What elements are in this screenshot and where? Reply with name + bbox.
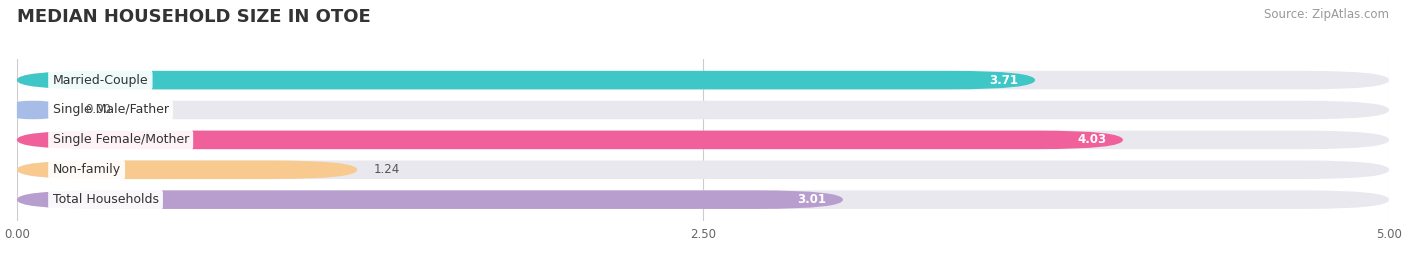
FancyBboxPatch shape [17, 161, 357, 179]
Text: 3.01: 3.01 [797, 193, 827, 206]
Text: Single Female/Mother: Single Female/Mother [52, 133, 188, 146]
FancyBboxPatch shape [17, 101, 49, 119]
Text: MEDIAN HOUSEHOLD SIZE IN OTOE: MEDIAN HOUSEHOLD SIZE IN OTOE [17, 8, 371, 26]
FancyBboxPatch shape [17, 71, 1389, 89]
Text: Non-family: Non-family [52, 163, 121, 176]
Text: 1.24: 1.24 [374, 163, 399, 176]
Text: Single Male/Father: Single Male/Father [52, 104, 169, 116]
FancyBboxPatch shape [17, 131, 1389, 149]
FancyBboxPatch shape [17, 161, 1389, 179]
FancyBboxPatch shape [17, 71, 1035, 89]
Text: Source: ZipAtlas.com: Source: ZipAtlas.com [1264, 8, 1389, 21]
FancyBboxPatch shape [17, 190, 844, 209]
FancyBboxPatch shape [17, 131, 1123, 149]
FancyBboxPatch shape [17, 190, 1389, 209]
Text: 3.71: 3.71 [990, 74, 1018, 87]
Text: Total Households: Total Households [52, 193, 159, 206]
Text: 0.00: 0.00 [86, 104, 111, 116]
Text: Married-Couple: Married-Couple [52, 74, 148, 87]
FancyBboxPatch shape [17, 101, 1389, 119]
Text: 4.03: 4.03 [1077, 133, 1107, 146]
